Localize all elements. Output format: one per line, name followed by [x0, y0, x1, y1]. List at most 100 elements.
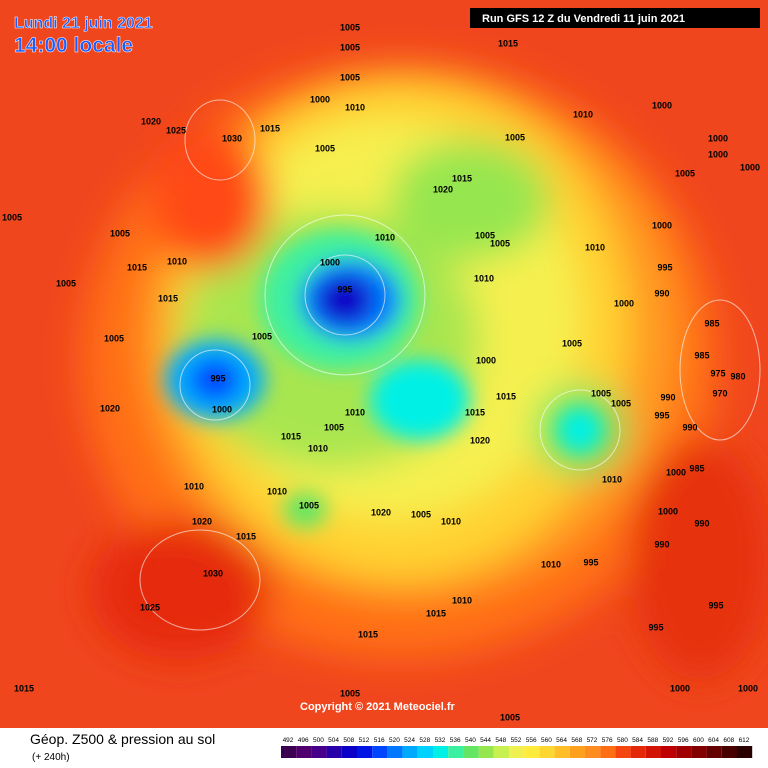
isobar-label: 1015	[236, 531, 256, 541]
isobar-label: 1005	[110, 228, 130, 238]
isobar-label: 1005	[315, 143, 335, 153]
legend-swatch	[326, 746, 342, 758]
legend-tick-label: 496	[298, 737, 309, 744]
legend-swatch	[372, 746, 388, 758]
legend-swatch	[448, 746, 464, 758]
isobar-label: 1005	[591, 388, 611, 398]
isobar-label: 1010	[345, 102, 365, 112]
isobar-label: 1015	[498, 38, 518, 48]
isobar-label: 1010	[474, 273, 494, 283]
isobar-label: 1000	[476, 355, 496, 365]
legend-swatch	[600, 746, 616, 758]
legend-tick-label: 572	[587, 737, 598, 744]
isobar-label: 1015	[426, 608, 446, 618]
isobar-label: 1005	[411, 509, 431, 519]
isobar-label: 995	[337, 284, 352, 294]
legend-tick-label: 552	[511, 737, 522, 744]
isobar-label: 1010	[541, 559, 561, 569]
isobar-label: 1005	[500, 712, 520, 722]
isobar-label: 995	[654, 410, 669, 420]
isobar-label: 1010	[585, 242, 605, 252]
legend-swatch	[357, 746, 373, 758]
legend-swatch	[585, 746, 601, 758]
isobar-label: 1000	[666, 467, 686, 477]
isobar-label: 1015	[496, 391, 516, 401]
footer-title: Géop. Z500 & pression au sol	[30, 731, 215, 747]
legend-swatch	[691, 746, 707, 758]
isobar-label: 1005	[505, 132, 525, 142]
legend-tick-label: 520	[389, 737, 400, 744]
isobar-label: 1005	[56, 278, 76, 288]
isobar-label: 995	[210, 373, 225, 383]
legend-tick-label: 508	[343, 737, 354, 744]
legend-tick-label: 612	[739, 737, 750, 744]
isobar-label: 1010	[308, 443, 328, 453]
isobar-label: 1000	[212, 404, 232, 414]
legend-swatch	[554, 746, 570, 758]
isobar-label: 1010	[452, 595, 472, 605]
legend-tick-label: 584	[632, 737, 643, 744]
isobar-label: 990	[694, 518, 709, 528]
legend-tick-label: 564	[556, 737, 567, 744]
footer-lead: (+ 240h)	[32, 752, 70, 763]
legend-tick-label: 548	[495, 737, 506, 744]
isobar-label: 1020	[470, 435, 490, 445]
legend-swatch	[706, 746, 722, 758]
isobar-label: 1000	[738, 683, 758, 693]
isobar-label: 1020	[141, 116, 161, 126]
legend-tick-label: 588	[647, 737, 658, 744]
copyright: Copyright © 2021 Meteociel.fr	[300, 701, 456, 713]
isobar-label: 1000	[652, 100, 672, 110]
isobar-label: 1005	[562, 338, 582, 348]
legend-tick-label: 536	[450, 737, 461, 744]
isobar-label: 995	[648, 622, 663, 632]
isobar-label: 995	[657, 262, 672, 272]
isobar-label: 980	[730, 371, 745, 381]
isobar-label: 995	[708, 600, 723, 610]
legend-swatch	[721, 746, 737, 758]
legend-tick-label: 504	[328, 737, 339, 744]
isobar-label: 985	[694, 350, 709, 360]
isobar-label: 1005	[340, 22, 360, 32]
isobar-label: 1015	[465, 407, 485, 417]
legend-tick-label: 568	[571, 737, 582, 744]
isobar-label: 1020	[192, 516, 212, 526]
isobar-label: 1005	[340, 688, 360, 698]
legend-tick-label: 560	[541, 737, 552, 744]
legend-tick-label: 524	[404, 737, 415, 744]
isobar-label: 1030	[203, 568, 223, 578]
legend-tick-label: 500	[313, 737, 324, 744]
run-info: Run GFS 12 Z du Vendredi 11 juin 2021	[482, 13, 685, 25]
legend-swatch	[402, 746, 418, 758]
legend-swatch	[478, 746, 494, 758]
isobar-label: 1020	[433, 184, 453, 194]
legend-swatch	[311, 746, 327, 758]
isobar-label: 1005	[340, 72, 360, 82]
isobar-label: 1005	[104, 333, 124, 343]
run-box	[470, 8, 760, 28]
isobar-label: 1025	[140, 602, 160, 612]
isobar-label: 1020	[371, 507, 391, 517]
isobar-label: 1000	[740, 162, 760, 172]
isobar-label: 1015	[260, 123, 280, 133]
isobar-label: 1000	[708, 133, 728, 143]
legend-tick-label: 600	[693, 737, 704, 744]
legend-swatch	[524, 746, 540, 758]
legend-swatch	[296, 746, 312, 758]
legend-tick-label: 492	[283, 737, 294, 744]
isobar-label: 985	[689, 463, 704, 473]
isobar-label: 970	[712, 388, 727, 398]
isobar-label: 1015	[358, 629, 378, 639]
legend-swatch	[509, 746, 525, 758]
legend-tick-label: 604	[708, 737, 719, 744]
isobar-label: 985	[704, 318, 719, 328]
isobar-label: 1005	[490, 238, 510, 248]
isobar-label: 1010	[441, 516, 461, 526]
isobar-label: 990	[654, 539, 669, 549]
isobar-label: 990	[682, 422, 697, 432]
legend-swatch	[630, 746, 646, 758]
isobar-label: 1000	[708, 149, 728, 159]
isobar-label: 1010	[573, 109, 593, 119]
legend-tick-label: 532	[435, 737, 446, 744]
